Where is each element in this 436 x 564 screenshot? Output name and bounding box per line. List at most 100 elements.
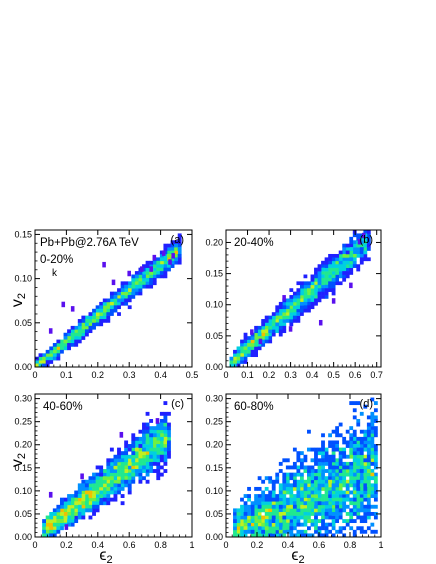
heatmap-cell xyxy=(49,526,54,531)
heatmap-cell xyxy=(292,476,297,481)
heatmap-cell xyxy=(307,511,311,516)
heatmap-cell xyxy=(349,490,354,495)
heatmap-cell xyxy=(314,494,318,498)
plot-frame xyxy=(34,393,193,538)
heatmap-cell xyxy=(59,515,64,520)
heatmap-cell xyxy=(307,465,311,470)
heatmap-cell xyxy=(338,526,343,531)
heatmap-cell xyxy=(314,451,318,456)
heatmap-cell xyxy=(106,319,111,323)
heatmap-cell xyxy=(331,515,336,520)
x-tick-label: 0.2 xyxy=(92,370,105,380)
heatmap-cell xyxy=(370,511,375,516)
heatmap-cell xyxy=(345,497,350,502)
y-tick-label: 0.05 xyxy=(205,331,223,341)
heatmap-cell xyxy=(352,408,357,413)
heatmap-cell xyxy=(152,454,157,459)
heatmap-cell xyxy=(321,533,325,538)
heatmap-cell xyxy=(282,329,287,334)
heatmap-cell xyxy=(282,486,287,491)
heatmap-cell xyxy=(264,533,269,538)
heatmap-cell xyxy=(282,501,287,506)
heatmap-cell xyxy=(152,436,157,441)
heatmap-cell xyxy=(63,508,68,513)
heatmap-cell xyxy=(268,339,273,344)
heatmap-cell xyxy=(131,479,136,484)
heatmap-cell xyxy=(359,454,364,459)
heatmap-cell xyxy=(113,469,118,473)
heatmap-cell xyxy=(70,343,75,347)
heatmap-cell xyxy=(299,497,304,502)
heatmap-cell xyxy=(324,291,329,296)
heatmap-cell xyxy=(342,469,347,473)
heatmap-cell xyxy=(285,483,290,488)
heatmap-cell xyxy=(356,454,361,459)
heatmap-cell xyxy=(117,465,121,470)
heatmap-cell xyxy=(307,281,311,286)
heatmap-cell xyxy=(324,526,329,531)
heatmap-cell xyxy=(299,295,304,299)
heatmap-cell xyxy=(359,429,364,434)
heatmap-cell xyxy=(299,504,304,509)
heatmap-cell xyxy=(335,511,340,516)
heatmap-cell xyxy=(124,469,129,473)
heatmap-cell xyxy=(131,451,136,456)
heatmap-cell xyxy=(77,486,82,491)
heatmap-cell xyxy=(240,356,244,361)
heatmap-cell xyxy=(370,461,375,466)
heatmap-cell xyxy=(120,295,125,299)
heatmap-cell xyxy=(317,284,322,289)
heatmap-cell xyxy=(359,247,364,251)
heatmap-cell xyxy=(152,426,157,431)
heatmap-cell xyxy=(345,271,350,275)
heatmap-cell xyxy=(109,465,114,470)
heatmap-cell xyxy=(236,529,241,534)
heatmap-cell xyxy=(138,284,143,289)
heatmap-cell xyxy=(289,322,294,327)
heatmap-cell xyxy=(331,274,336,279)
heatmap-cell xyxy=(45,353,50,358)
heatmap-cell xyxy=(106,315,111,320)
heatmap-cell xyxy=(127,461,132,466)
heatmap-cell xyxy=(74,336,79,340)
heatmap-cell xyxy=(42,522,47,527)
heatmap-cell xyxy=(366,483,371,488)
heatmap-cell xyxy=(163,433,168,438)
heatmap-cell xyxy=(92,494,96,498)
heatmap-cell xyxy=(88,329,93,334)
heatmap-cell xyxy=(131,444,136,448)
heatmap-cell xyxy=(349,483,354,488)
heatmap-cell xyxy=(292,522,297,527)
heatmap-cell xyxy=(264,339,269,344)
heatmap-cell xyxy=(233,515,237,520)
heatmap-cell xyxy=(264,526,269,531)
heatmap-cell xyxy=(102,469,107,473)
x-tick-label: 0 xyxy=(32,370,37,380)
heatmap-cell xyxy=(331,508,336,513)
heatmap-cell xyxy=(317,288,322,292)
heatmap-cell xyxy=(117,298,121,303)
heatmap-cell xyxy=(240,346,244,351)
heatmap-cell xyxy=(159,465,164,470)
heatmap-cell xyxy=(278,461,283,466)
heatmap-cell xyxy=(289,497,294,502)
heatmap-cell xyxy=(292,305,297,310)
heatmap-cell xyxy=(254,501,258,506)
heatmap-cell xyxy=(236,360,241,364)
heatmap-cell xyxy=(106,305,111,310)
heatmap-cell xyxy=(167,429,171,434)
x-tick-label: 0.8 xyxy=(344,540,357,550)
heatmap-cell xyxy=(345,267,350,272)
heatmap-cell xyxy=(373,426,378,431)
heatmap-cell xyxy=(52,508,57,513)
heatmap-cell xyxy=(127,472,132,477)
heatmap-cell xyxy=(109,486,114,491)
heatmap-cell xyxy=(145,281,150,286)
heatmap-cell xyxy=(278,501,283,506)
heatmap-cell xyxy=(117,312,121,316)
heatmap-cell xyxy=(156,451,161,456)
heatmap-cell xyxy=(335,440,340,445)
heatmap-cell xyxy=(307,469,311,473)
heatmap-cell xyxy=(264,329,269,334)
heatmap-cell xyxy=(88,483,93,488)
